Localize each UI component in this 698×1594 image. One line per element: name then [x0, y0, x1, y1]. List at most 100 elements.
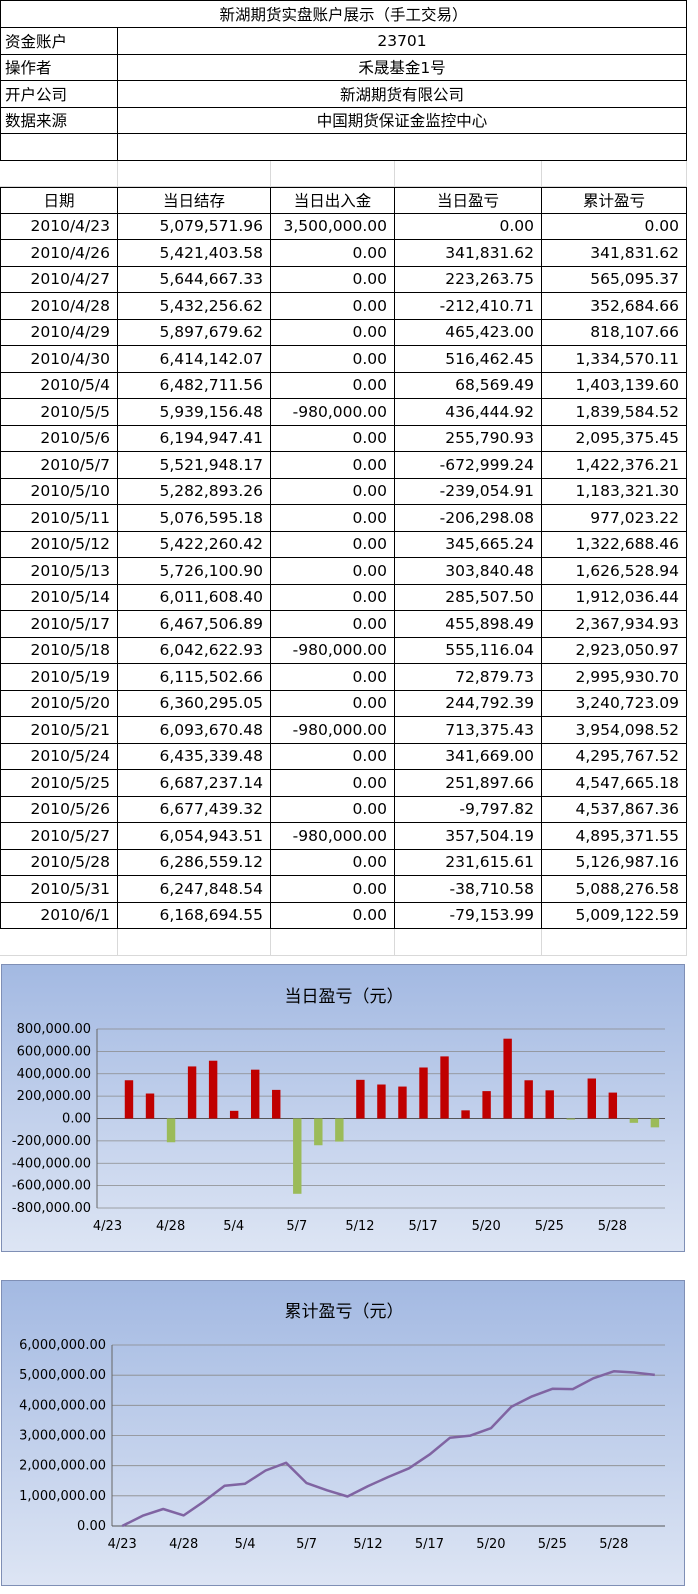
table-cell: 5,126,987.16: [542, 849, 687, 876]
cumulative-pnl-chart[interactable]: 累计盈亏（元） 6,000,000.00 5,000,000.00 4,000,000…: [1, 1280, 685, 1586]
column-header: 日期: [0, 187, 118, 214]
table-cell: -980,000.00: [271, 399, 395, 426]
table-cell: 465,423.00: [395, 319, 542, 346]
daily-pnl-chart-svg: 当日盈亏（元） 800,000.00 600,000.00 400,000.00 200…: [12, 987, 665, 1234]
table-cell: 1,422,376.21: [542, 452, 687, 479]
table-cell: 2010/5/27: [0, 823, 118, 850]
table-cell: 341,831.62: [395, 240, 542, 267]
table-cell: -239,054.91: [395, 478, 542, 505]
y-tick-label: 600,000.00: [17, 1044, 91, 1059]
x-tick-label: 5/17: [415, 1537, 444, 1552]
bar: [187, 1066, 197, 1119]
table-cell: 6,115,502.66: [118, 664, 271, 691]
bar: [208, 1060, 218, 1119]
x-tick-label: 5/12: [353, 1537, 382, 1552]
grid-cell: [271, 929, 395, 956]
grid-cell: [118, 929, 271, 956]
table-cell: 2010/4/28: [0, 293, 118, 320]
table-row: 2010/5/17 6,467,506.89 0.00 455,898.49 2,367…: [0, 611, 698, 638]
table-cell: 5,726,100.90: [118, 558, 271, 585]
table-cell: 2010/4/29: [0, 319, 118, 346]
table-cell: 2010/6/1: [0, 902, 118, 929]
daily-pnl-chart[interactable]: 当日盈亏（元） 800,000.00 600,000.00 400,000.00 200…: [1, 964, 685, 1252]
grid-cell: [0, 929, 118, 956]
bar: [545, 1090, 554, 1119]
table-cell: 2010/4/30: [0, 346, 118, 373]
info-value: 中国期货保证金监控中心: [118, 107, 687, 134]
table-cell: 2010/5/21: [0, 717, 118, 744]
column-header: 当日结存: [118, 187, 271, 214]
y-tick-label: 1,000,000.00: [19, 1489, 106, 1504]
table-cell: 3,500,000.00: [271, 213, 395, 240]
table-cell: 0.00: [271, 902, 395, 929]
grid-cell: [395, 160, 542, 187]
y-tick-label: 4,000,000.00: [19, 1398, 106, 1413]
x-tick-label: 5/17: [408, 1219, 437, 1234]
table-cell: 436,444.92: [395, 399, 542, 426]
table-cell: 6,011,608.40: [118, 584, 271, 611]
table-cell: 2,095,375.45: [542, 425, 687, 452]
table-cell: 5,421,403.58: [118, 240, 271, 267]
info-label: 开户公司: [0, 81, 118, 108]
column-header: 当日出入金: [271, 187, 395, 214]
table-cell: -79,153.99: [395, 902, 542, 929]
table-cell: 0.00: [271, 293, 395, 320]
table-row: 2010/6/1 6,168,694.55 0.00 -79,153.99 5,009,…: [0, 902, 698, 929]
table-cell: 0.00: [271, 240, 395, 267]
table-cell: 5,076,595.18: [118, 505, 271, 532]
table-cell: 5,939,156.48: [118, 399, 271, 426]
title-row: 新湖期货实盘账户展示（手工交易）: [0, 0, 698, 28]
table-cell: 6,414,142.07: [118, 346, 271, 373]
y-tick-label: 200,000.00: [17, 1089, 91, 1104]
table-cell: -672,999.24: [395, 452, 542, 479]
table-cell: 0.00: [271, 319, 395, 346]
table-cell: 6,194,947.41: [118, 425, 271, 452]
table-cell: 5,644,667.33: [118, 266, 271, 293]
table-cell: 1,839,584.52: [542, 399, 687, 426]
bar: [293, 1118, 302, 1194]
chart-title: 当日盈亏（元）: [285, 987, 404, 1007]
series-line: [121, 1370, 655, 1528]
y-tick-label: -400,000.00: [12, 1156, 91, 1171]
bar: [377, 1084, 386, 1119]
info-value: 23701: [118, 28, 687, 55]
info-label: 数据来源: [0, 107, 118, 134]
table-cell: 0.00: [271, 266, 395, 293]
table-cell: 2,367,934.93: [542, 611, 687, 638]
table-cell: 3,240,723.09: [542, 690, 687, 717]
bar: [419, 1067, 428, 1119]
table-cell: 2010/5/12: [0, 531, 118, 558]
y-tick-label: 6,000,000.00: [19, 1338, 106, 1353]
table-cell: 303,840.48: [395, 558, 542, 585]
bar: [608, 1092, 618, 1119]
table-row: 2010/5/26 6,677,439.32 0.00 -9,797.82 4,537,…: [0, 796, 698, 823]
table-cell: 2010/5/4: [0, 372, 118, 399]
x-tick-label: 4/28: [169, 1537, 198, 1552]
x-tick-label: 5/4: [223, 1219, 244, 1234]
grid-cell: [542, 160, 687, 187]
bar: [272, 1089, 281, 1119]
grid-cell: [0, 160, 118, 187]
bar: [250, 1069, 260, 1119]
table-cell: 5,088,276.58: [542, 876, 687, 903]
table-cell: 5,282,893.26: [118, 478, 271, 505]
bar: [166, 1118, 176, 1143]
blank-cell: [0, 134, 118, 161]
bar: [335, 1118, 344, 1142]
table-row: 2010/5/19 6,115,502.66 0.00 72,879.73 2,995,…: [0, 664, 698, 691]
table-cell: 352,684.66: [542, 293, 687, 320]
x-tick-label: 5/25: [538, 1537, 567, 1552]
table-cell: 2010/4/26: [0, 240, 118, 267]
bar: [503, 1038, 512, 1119]
table-cell: 2010/5/26: [0, 796, 118, 823]
table-cell: -212,410.71: [395, 293, 542, 320]
table-cell: 4,547,665.18: [542, 770, 687, 797]
table-cell: 0.00: [271, 690, 395, 717]
table-cell: 977,023.22: [542, 505, 687, 532]
table-cell: 3,954,098.52: [542, 717, 687, 744]
x-tick-label: 5/7: [286, 1219, 307, 1234]
table-cell: 341,669.00: [395, 743, 542, 770]
bar: [566, 1118, 575, 1120]
y-tick-label: 0.00: [62, 1112, 91, 1127]
table-cell: 6,042,622.93: [118, 637, 271, 664]
